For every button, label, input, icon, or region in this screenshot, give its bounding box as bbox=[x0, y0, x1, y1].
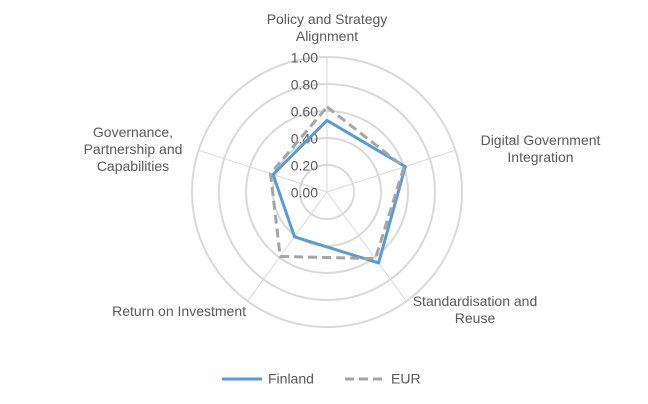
category-label: Digital Government Integration bbox=[480, 132, 601, 165]
spoke bbox=[326, 149, 456, 193]
r-tick-label: 0.60 bbox=[291, 104, 318, 120]
category-label: Policy and Strategy Alignment bbox=[266, 11, 388, 44]
r-tick-label: 0.80 bbox=[291, 77, 318, 93]
r-tick-label: 0.20 bbox=[291, 158, 318, 174]
series-line bbox=[271, 118, 407, 265]
spoke bbox=[198, 149, 328, 193]
legend-label: EUR bbox=[391, 371, 421, 387]
legend-label: Finland bbox=[268, 371, 314, 387]
category-label: Return on Investment bbox=[112, 303, 246, 319]
spoke bbox=[247, 191, 328, 302]
spoke bbox=[326, 191, 407, 302]
r-tick-label: 1.00 bbox=[291, 50, 318, 66]
series-line bbox=[269, 105, 406, 261]
category-label: Standardisation and Reuse bbox=[412, 293, 538, 326]
category-label: Governance, Partnership and Capabilities bbox=[83, 124, 183, 174]
r-tick-label: 0.00 bbox=[291, 185, 318, 201]
